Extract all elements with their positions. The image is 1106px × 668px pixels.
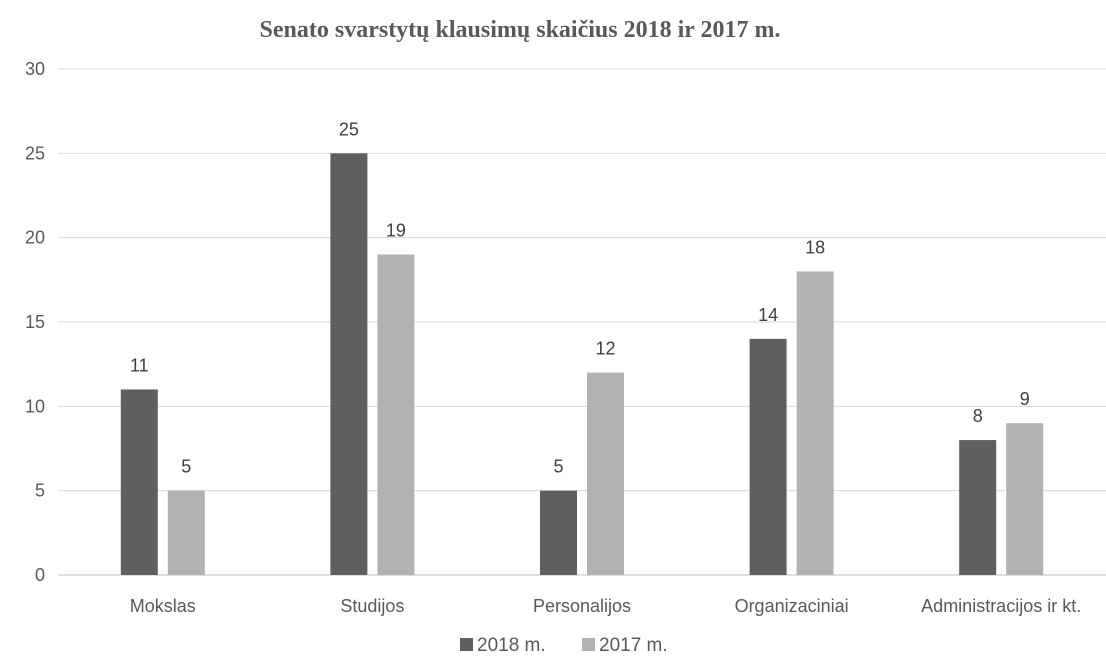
y-tick-label: 10 <box>25 396 45 416</box>
bar-series-1 <box>330 153 368 576</box>
x-category-label: Studijos <box>340 596 404 616</box>
bars <box>120 153 1044 576</box>
x-axis-categories: Mokslas Studijos Personalijos Organizacinia… <box>130 596 1081 616</box>
y-tick-label: 15 <box>25 312 45 332</box>
bar-series-2 <box>587 372 624 575</box>
data-label: 12 <box>595 339 615 359</box>
y-axis-ticks: 0 5 10 15 20 25 30 <box>25 59 45 585</box>
bar-series-1 <box>959 440 997 575</box>
chart-title: Senato svarstytų klausimų skaičius 2018 … <box>260 17 781 43</box>
bar-series-1 <box>540 490 577 575</box>
bar-series-2 <box>167 490 205 575</box>
data-label: 5 <box>181 457 191 477</box>
y-tick-label: 0 <box>35 565 45 585</box>
y-tick-label: 30 <box>25 59 45 79</box>
data-label: 18 <box>805 237 825 257</box>
data-labels: 11 5 25 19 5 12 14 18 8 9 <box>130 119 1030 476</box>
bar-series-2 <box>377 254 415 576</box>
data-label: 5 <box>553 457 563 477</box>
y-tick-label: 5 <box>35 481 45 501</box>
data-label: 9 <box>1020 389 1030 409</box>
data-label: 14 <box>758 305 778 325</box>
data-label: 25 <box>339 119 359 139</box>
x-category-label: Administracijos ir kt. <box>921 596 1081 616</box>
legend-swatch <box>460 638 473 651</box>
legend-swatch <box>582 638 595 651</box>
legend-label: 2018 m. <box>477 635 546 656</box>
x-category-label: Mokslas <box>130 596 196 616</box>
legend: 2018 m. 2017 m. <box>460 635 668 656</box>
x-category-label: Organizaciniai <box>735 596 849 616</box>
y-tick-label: 25 <box>25 143 45 163</box>
data-label: 19 <box>386 221 406 241</box>
data-label: 8 <box>973 406 983 426</box>
y-tick-label: 20 <box>25 228 45 248</box>
gridlines <box>58 68 1106 576</box>
bar-series-2 <box>1006 423 1044 575</box>
x-category-label: Personalijos <box>533 596 631 616</box>
bar-series-1 <box>749 338 787 575</box>
bar-series-2 <box>796 271 834 575</box>
data-label: 11 <box>130 355 149 375</box>
bar-series-1 <box>120 389 158 575</box>
legend-label: 2017 m. <box>599 635 668 656</box>
